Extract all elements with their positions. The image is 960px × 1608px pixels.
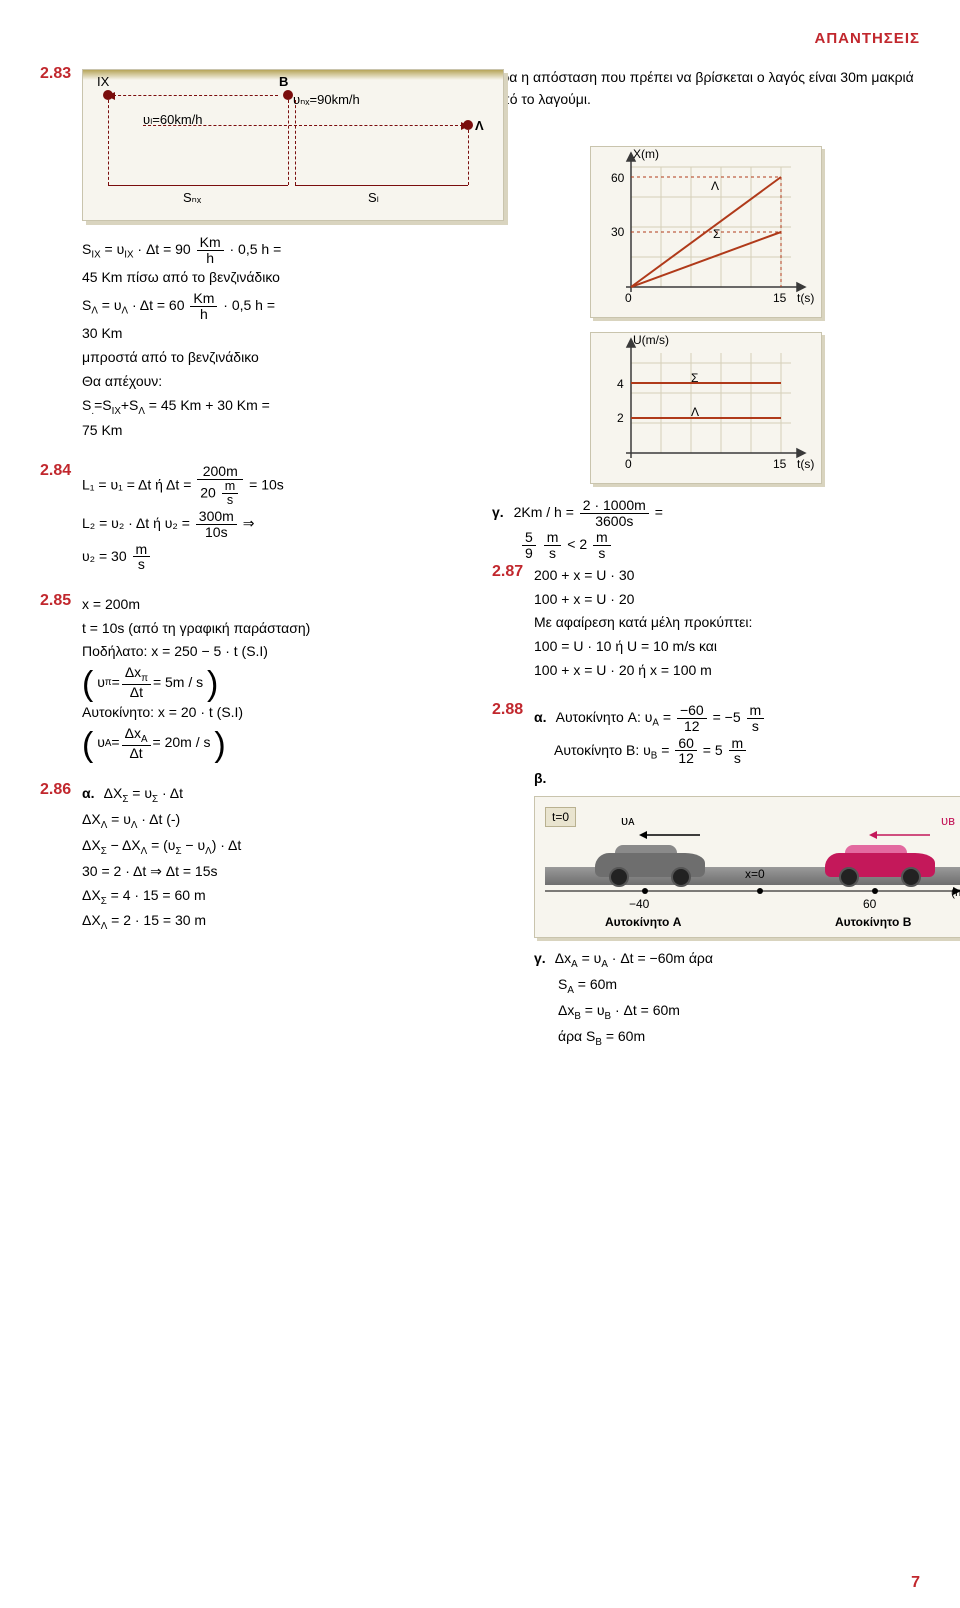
problem-number: 2.86 (40, 781, 82, 799)
eq: Θα απέχουν: (82, 371, 504, 393)
eq: 100 + x = U · 20 ή x = 100 m (534, 660, 920, 682)
eq: άρα SB = 60m (534, 1026, 960, 1050)
block-2-85: 2.85 x = 200m t = 10s (από τη γραφική πα… (40, 592, 468, 763)
eq: t = 10s (από τη γραφική παράσταση) (82, 618, 468, 640)
problem-number: 2.88 (492, 701, 534, 719)
chart-x-vs-t: X(m) 60 30 0 15 t(s) Λ Σ (590, 146, 822, 318)
point-l (463, 120, 473, 130)
intro-text: Άρα η απόσταση που πρέπει να βρίσκεται ο… (492, 67, 920, 110)
eq: SIX = υIX · Δt = 90 Kmh · 0,5 h = (82, 235, 504, 265)
eq: Αυτοκίνητο B: υB = 6012 = 5 ms (534, 736, 960, 766)
eq: υA = ΔxAΔt = 20m / s (82, 726, 468, 761)
car-b (825, 845, 935, 883)
label-vl: υₗ=60km/h (143, 112, 203, 128)
eq: ΔΧΣ − ΔΧΛ = (υΣ − υΛ) · Δt (82, 835, 468, 859)
eq: 100 = U · 10 ή U = 10 m/s και (534, 636, 920, 658)
eq: Ποδήλατο: x = 250 − 5 · t (S.I) (82, 641, 468, 663)
eq: 200 + x = U · 30 (534, 565, 920, 587)
eq: 30 Km (82, 323, 504, 345)
eq: L₂ = υ₂ · Δt ή υ₂ = 300m10s ⇒ (82, 509, 468, 539)
tick-label: 60 (863, 897, 876, 911)
label-six: Sₙₓ (183, 190, 201, 206)
eq: Με αφαίρεση κατά μέλη προκύπτει: (534, 612, 920, 634)
series-label: Λ (711, 179, 719, 193)
label-b: B (279, 74, 288, 89)
eq: L₁ = υ₁ = Δt ή Δt = 200m20 ms = 10s (82, 464, 468, 507)
series-label: Σ (691, 371, 698, 385)
eq: υ₂ = 30 ms (82, 542, 468, 572)
point-b (283, 90, 293, 100)
eq: ΔxB = υB · Δt = 60m (534, 1000, 960, 1024)
label-ua: υᴀ (621, 813, 635, 828)
block-2-88: 2.88 α. Αυτοκίνητο A: υA = −6012 = −5 ms… (492, 701, 920, 1051)
tick-label: 30 (611, 225, 624, 239)
label-ix: IX (97, 74, 109, 89)
eq: ΔΧΛ = 2 · 15 = 30 m (82, 910, 468, 934)
eq: 59 ms < 2 ms (492, 530, 920, 560)
axis-label: U(m/s) (633, 333, 669, 347)
label-sl: Sₗ (368, 190, 379, 206)
block-2-87: 2.87 200 + x = U · 30 100 + x = U · 20 Μ… (492, 563, 920, 683)
label-beta: β. (534, 770, 546, 786)
eq: ΔΧΛ = υΛ · Δt (-) (82, 809, 468, 833)
eq: 30 = 2 · Δt ⇒ Δt = 15s (82, 861, 468, 883)
eq: Αυτοκίνητο: x = 20 · t (S.I) (82, 702, 468, 724)
series-label: Σ (713, 227, 720, 241)
page-number: 7 (911, 1574, 920, 1592)
axis-label: t(s) (797, 457, 814, 471)
label-vix: υₙₓ=90km/h (293, 92, 360, 108)
eq: μπροστά από το βενζινάδικο (82, 347, 504, 369)
tick-label: 15 (773, 457, 786, 471)
tick-label: 0 (625, 291, 632, 305)
label-car-a: Αυτοκίνητο A (605, 915, 681, 929)
eq: γ. ΔxA = υA · Δt = −60m άρα (534, 948, 960, 972)
eq: γ. 2Km / h = 2 · 1000m3600s = (492, 498, 920, 528)
block-2-83: 2.83 IX B υₙₓ=90km/h υₗ=60km/h Λ (40, 65, 468, 444)
car-a (595, 845, 705, 883)
block-2-84: 2.84 L₁ = υ₁ = Δt ή Δt = 200m20 ms = 10s… (40, 462, 468, 574)
tick-label: 15 (773, 291, 786, 305)
tick-label: −40 (629, 897, 649, 911)
series-label: Λ (691, 405, 699, 419)
eq: S.=SIX+SΛ = 45 Km + 30 Km = (82, 395, 504, 419)
problem-number: 2.84 (40, 462, 82, 480)
diagram-cars: t=0 υᴀ υʙ (534, 796, 960, 938)
diagram-ix: IX B υₙₓ=90km/h υₗ=60km/h Λ Sₙₓ Sₗ (82, 69, 504, 221)
problem-number: 2.87 (492, 563, 534, 581)
page-header: ΑΠΑΝΤΗΣΕΙΣ (40, 30, 920, 47)
label-car-b: Αυτοκίνητο B (835, 915, 911, 929)
tick-label: 2 (617, 411, 624, 425)
eq: 75 Km (82, 420, 504, 442)
eq: α. ΔΧΣ = υΣ · Δt (82, 783, 468, 807)
label-l: Λ (475, 118, 484, 133)
axis-label: X(m) (633, 147, 659, 161)
arrow-ix (113, 95, 278, 96)
tick-label: 0 (625, 457, 632, 471)
chart-u-vs-t: U(m/s) 4 2 0 15 t(s) Σ Λ (590, 332, 822, 484)
block-2-86: 2.86 α. ΔΧΣ = υΣ · Δt ΔΧΛ = υΛ · Δt (-) … (40, 781, 468, 937)
eq: 45 Km πίσω από το βενζινάδικο (82, 267, 504, 289)
right-column: Άρα η απόσταση που πρέπει να βρίσκεται ο… (492, 65, 920, 1070)
axis-label: t(s) (797, 291, 814, 305)
left-column: 2.83 IX B υₙₓ=90km/h υₗ=60km/h Λ (40, 65, 468, 1070)
eq: υπ = ΔxπΔt = 5m / s (82, 665, 468, 700)
eq: 100 + x = U · 20 (534, 589, 920, 611)
tick-label: 4 (617, 377, 624, 391)
label-t0: t=0 (545, 807, 576, 827)
problem-number: 2.85 (40, 592, 82, 610)
eq: ΔΧΣ = 4 · 15 = 60 m (82, 885, 468, 909)
eq: x = 200m (82, 594, 468, 616)
problem-number: 2.83 (40, 65, 82, 83)
eq: SΛ = υΛ · Δt = 60 Kmh · 0,5 h = (82, 291, 504, 321)
tick-label: 60 (611, 171, 624, 185)
label-m: (m) (951, 885, 960, 899)
label-x0: x=0 (745, 867, 765, 881)
eq: SA = 60m (534, 974, 960, 998)
eq: α. Αυτοκίνητο A: υA = −6012 = −5 ms (534, 703, 960, 733)
label-ub: υʙ (941, 813, 955, 828)
